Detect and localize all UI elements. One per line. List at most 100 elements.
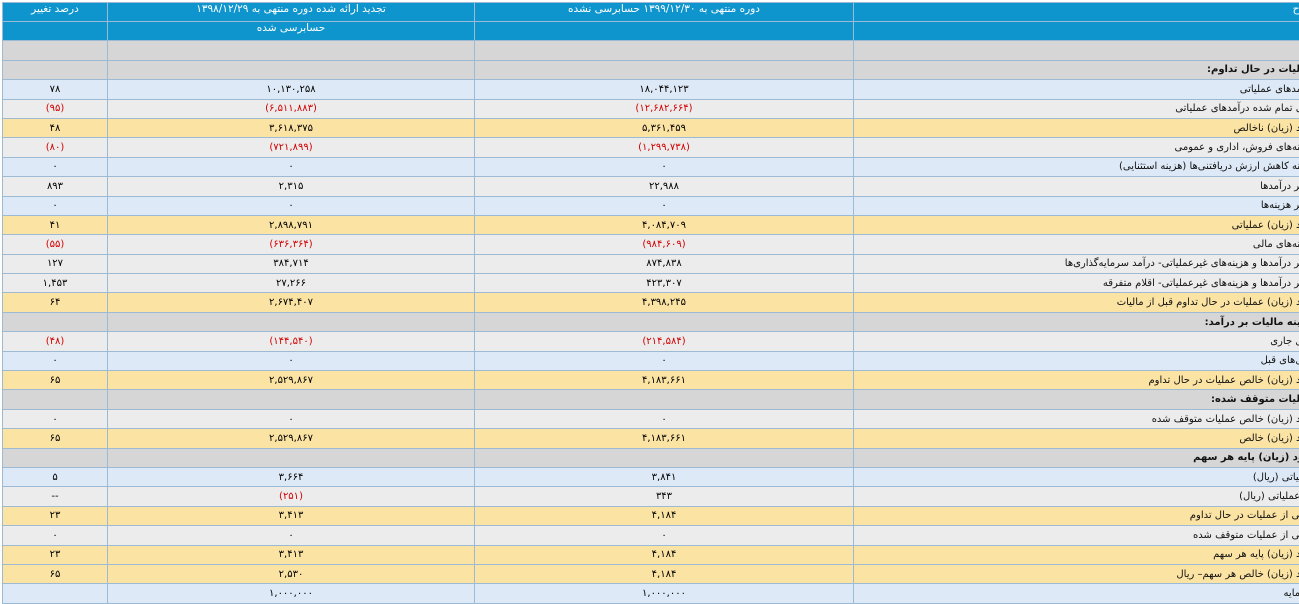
row-percent-change: ۰	[3, 526, 108, 545]
row-current-value: ۰	[475, 526, 854, 545]
header-row: شرح دوره منتهی به ۱۳۹۹/۱۲/۳۰ حسابرسی نشد…	[3, 3, 1299, 22]
row-description: عملیات در حال تداوم:	[854, 60, 1299, 79]
section-header-row: عملیات متوقف شده:	[3, 390, 1299, 409]
header-current-period: دوره منتهی به ۱۳۹۹/۱۲/۳۰ حسابرسی نشده	[475, 3, 854, 22]
row-current-value: ۵,۳۶۱,۴۵۹	[475, 118, 854, 137]
row-percent-change: ۷۸	[3, 80, 108, 99]
row-percent-change	[3, 390, 108, 409]
row-description	[854, 41, 1299, 60]
row-previous-value	[108, 390, 475, 409]
row-percent-change: ۴۱	[3, 215, 108, 234]
header-description: شرح	[854, 3, 1299, 22]
row-description: سال‌های قبل	[854, 351, 1299, 370]
row-previous-value: (۱۴۴,۵۴۰)	[108, 332, 475, 351]
row-percent-change	[3, 448, 108, 467]
row-previous-value	[108, 448, 475, 467]
row-current-value: ۴,۱۸۴	[475, 506, 854, 525]
row-percent-change: ۶۵	[3, 429, 108, 448]
row-description: هزینه کاهش ارزش دریافتنی‌ها (هزینه استثن…	[854, 157, 1299, 176]
row-previous-value: ۰	[108, 409, 475, 428]
row-percent-change: ۰	[3, 157, 108, 176]
row-current-value: ۱۸,۰۴۴,۱۲۳	[475, 80, 854, 99]
row-description: سود (زیان) پایه هر سهم	[854, 448, 1299, 467]
table-row: هزینه‌های فروش، اداری و عمومی(۱,۲۹۹,۷۳۸)…	[3, 138, 1299, 157]
row-description: سود (زیان) پایه هر سهم	[854, 545, 1299, 564]
row-percent-change: (۴۸)	[3, 332, 108, 351]
row-current-value: ۰	[475, 196, 854, 215]
row-description: ناشی از عملیات در حال تداوم	[854, 506, 1299, 525]
row-current-value: ۴,۳۹۸,۲۴۵	[475, 293, 854, 312]
row-percent-change: ۱۲۷	[3, 254, 108, 273]
row-percent-change: (۹۵)	[3, 99, 108, 118]
row-previous-value: ۳,۶۶۴	[108, 467, 475, 486]
row-description: سود (زیان) خالص هر سهم– ریال	[854, 564, 1299, 583]
header-previous-audited: حسابرسی شده	[108, 22, 475, 41]
row-current-value: (۱۲,۶۸۲,۶۶۴)	[475, 99, 854, 118]
row-previous-value: ۰	[108, 351, 475, 370]
header-percent-change: درصد تغییر	[3, 3, 108, 22]
section-header-row: هزینه مالیات بر درآمد:	[3, 312, 1299, 331]
row-percent-change: ۵	[3, 467, 108, 486]
row-current-value: ۴,۰۸۴,۷۰۹	[475, 215, 854, 234]
section-header-row: عملیات در حال تداوم:	[3, 60, 1299, 79]
section-header-row	[3, 41, 1299, 60]
row-percent-change	[3, 41, 108, 60]
row-description: سال جاری	[854, 332, 1299, 351]
row-previous-value: (۲۵۱)	[108, 487, 475, 506]
row-percent-change	[3, 60, 108, 79]
row-previous-value: ۲,۵۲۹,۸۶۷	[108, 429, 475, 448]
row-previous-value: ۲,۶۷۴,۴۰۷	[108, 293, 475, 312]
row-current-value: ۳,۸۴۱	[475, 467, 854, 486]
row-previous-value: ۰	[108, 526, 475, 545]
row-description: غیرعملیاتی (ریال)	[854, 487, 1299, 506]
header-previous-period: تجدید ارائه شده دوره منتهی به ۱۳۹۸/۱۲/۲۹	[108, 3, 475, 22]
row-percent-change	[3, 584, 108, 603]
row-current-value: ۰	[475, 157, 854, 176]
row-current-value: ۴,۱۸۳,۶۶۱	[475, 371, 854, 390]
table-row: سود (زیان) عملیات در حال تداوم قبل از ما…	[3, 293, 1299, 312]
row-previous-value	[108, 41, 475, 60]
row-previous-value: ۰	[108, 157, 475, 176]
row-description: سایر درآمدها	[854, 177, 1299, 196]
row-percent-change: ۰	[3, 409, 108, 428]
header-subrow: حسابرسی شده	[3, 22, 1299, 41]
row-previous-value: (۶,۵۱۱,۸۸۳)	[108, 99, 475, 118]
table-row: سایر درآمدها و هزینه‌های غیرعملیاتی- اقل…	[3, 274, 1299, 293]
section-header-row: سود (زیان) پایه هر سهم	[3, 448, 1299, 467]
row-previous-value	[108, 312, 475, 331]
row-description: سود (زیان) خالص عملیات متوقف شده	[854, 409, 1299, 428]
row-description: سایر درآمدها و هزینه‌های غیرعملیاتی- درآ…	[854, 254, 1299, 273]
row-current-value	[475, 41, 854, 60]
row-previous-value: ۳,۴۱۳	[108, 506, 475, 525]
table-row: بهای تمام شده درآمدهای عملیاتی(۱۲,۶۸۲,۶۶…	[3, 99, 1299, 118]
row-percent-change: ۶۴	[3, 293, 108, 312]
row-current-value: ۴,۱۸۴	[475, 564, 854, 583]
row-current-value	[475, 390, 854, 409]
row-description: عملیات متوقف شده:	[854, 390, 1299, 409]
row-current-value: ۳۴۳	[475, 487, 854, 506]
row-percent-change: ۰	[3, 196, 108, 215]
row-current-value: ۱,۰۰۰,۰۰۰	[475, 584, 854, 603]
row-description: سود (زیان) خالص عملیات در حال تداوم	[854, 371, 1299, 390]
row-current-value: ۴۲۳,۳۰۷	[475, 274, 854, 293]
row-percent-change: ۱,۴۵۳	[3, 274, 108, 293]
row-description: بهای تمام شده درآمدهای عملیاتی	[854, 99, 1299, 118]
row-current-value: ۴,۱۸۳,۶۶۱	[475, 429, 854, 448]
header-subcell-empty	[854, 22, 1299, 41]
row-current-value: ۲۲,۹۸۸	[475, 177, 854, 196]
row-percent-change: ۲۳	[3, 545, 108, 564]
row-current-value: ۴,۱۸۴	[475, 545, 854, 564]
row-percent-change: ۸۹۳	[3, 177, 108, 196]
table-row: هزینه کاهش ارزش دریافتنی‌ها (هزینه استثن…	[3, 157, 1299, 176]
